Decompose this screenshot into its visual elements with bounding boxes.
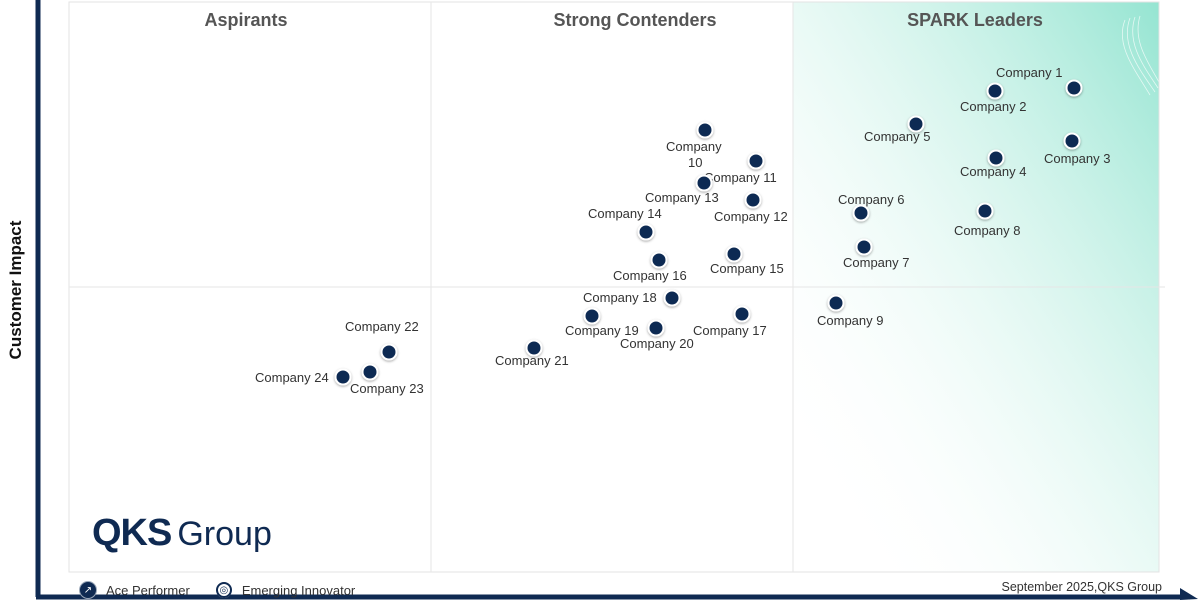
data-point: Company 10 [666,121,722,170]
point-label: Company 2 [960,99,1026,114]
point-label: Company 20 [620,336,694,351]
point-label: Company 24 [255,370,329,385]
point-marker [744,191,762,209]
legend: ↗ Ace Performer ◎ Emerging Innovator [80,580,381,600]
legend-label: Emerging Innovator [241,582,356,598]
quadrant-title-spark-leaders: SPARK Leaders [907,10,1043,30]
point-marker [907,115,925,133]
data-point: Company 23 [350,363,424,396]
point-label: Company 5 [864,129,930,144]
x-axis-arrow [1180,588,1198,600]
point-marker [525,339,543,357]
point-marker [852,204,870,222]
data-point: Company 4 [960,149,1026,179]
point-label: Company 21 [495,353,569,368]
data-point: Company 8 [954,202,1020,238]
data-point: Company 19 [565,307,639,338]
trend-up-icon: ↗ [80,582,96,598]
data-point: Company 5 [864,115,930,144]
legend-item-ace-performer: ↗ Ace Performer [80,582,190,598]
data-point: Company 2 [960,82,1026,114]
legend-label: Ace Performer [106,582,190,598]
point-marker [647,319,665,337]
data-point: Company 14 [588,206,662,241]
point-label: Company 22 [345,319,419,334]
point-marker [976,202,994,220]
legend-item-emerging-innovator: ◎ Emerging Innovator [215,582,356,598]
data-point: Company 15 [710,245,784,276]
quadrant-title-aspirants: Aspirants [204,10,287,30]
point-marker [987,149,1005,167]
footer-note: September 2025,QKS Group [1001,580,1162,594]
point-label: Company 6 [838,192,904,207]
data-point: Company 24 [255,368,352,386]
point-marker [696,121,714,139]
logo-group-text: Group [177,515,272,553]
point-marker [637,223,655,241]
point-label: Company 18 [583,290,657,305]
points-layer: Company 1 Company 2 Company 3 Company 4 Comp… [255,65,1110,396]
point-label: Company 15 [710,261,784,276]
point-marker [583,307,601,325]
point-label: Company 12 [714,209,788,224]
point-label: Company 4 [960,164,1026,179]
data-point: Company 11 [704,152,777,185]
point-label: Company 3 [1044,151,1110,166]
globe-icon: ◎ [215,582,232,598]
data-point: Company 18 [583,289,681,307]
point-marker [650,251,668,269]
data-point: Company 16 [613,251,687,283]
point-marker [334,368,352,386]
point-marker [695,174,713,192]
data-point: Company 1 [996,65,1083,97]
point-label: Company 16 [613,268,687,283]
point-label: Company 17 [693,323,767,338]
point-marker [1063,132,1081,150]
logo-qks-text: QKS [92,512,172,554]
data-point: Company 12 [714,191,788,224]
point-label: Company 1 [996,65,1062,80]
point-marker [663,289,681,307]
point-marker [747,152,765,170]
point-marker [986,82,1004,100]
point-marker [361,363,379,381]
data-point: Company 9 [817,294,883,328]
y-axis-label: Customer Impact [6,220,25,360]
data-point: Company 20 [620,319,694,351]
point-label: Company 19 [565,323,639,338]
point-marker [733,305,751,323]
data-point: Company 21 [495,339,569,368]
point-label: Company 23 [350,381,424,396]
point-label: Company 14 [588,206,662,221]
point-marker [1065,79,1083,97]
point-label: Company 13 [645,190,719,205]
data-point: Company 7 [843,238,909,270]
point-marker [855,238,873,256]
point-label: Company 11 [704,170,777,185]
wave-decoration [1121,15,1161,96]
point-marker [827,294,845,312]
qks-group-logo: QKS Group [92,512,272,555]
data-point: Company 17 [693,305,767,338]
point-label: Company 8 [954,223,1020,238]
point-marker [380,343,398,361]
point-marker [725,245,743,263]
data-point: Company 13 [645,174,719,205]
data-point: Company 6 [838,192,904,222]
point-label: Company 7 [843,255,909,270]
point-label: Company 9 [817,313,883,328]
quadrant-title-strong-contenders: Strong Contenders [553,10,716,30]
point-label: Company 10 [666,139,722,170]
data-point: Company 22 [345,319,419,361]
data-point: Company 3 [1044,132,1110,166]
